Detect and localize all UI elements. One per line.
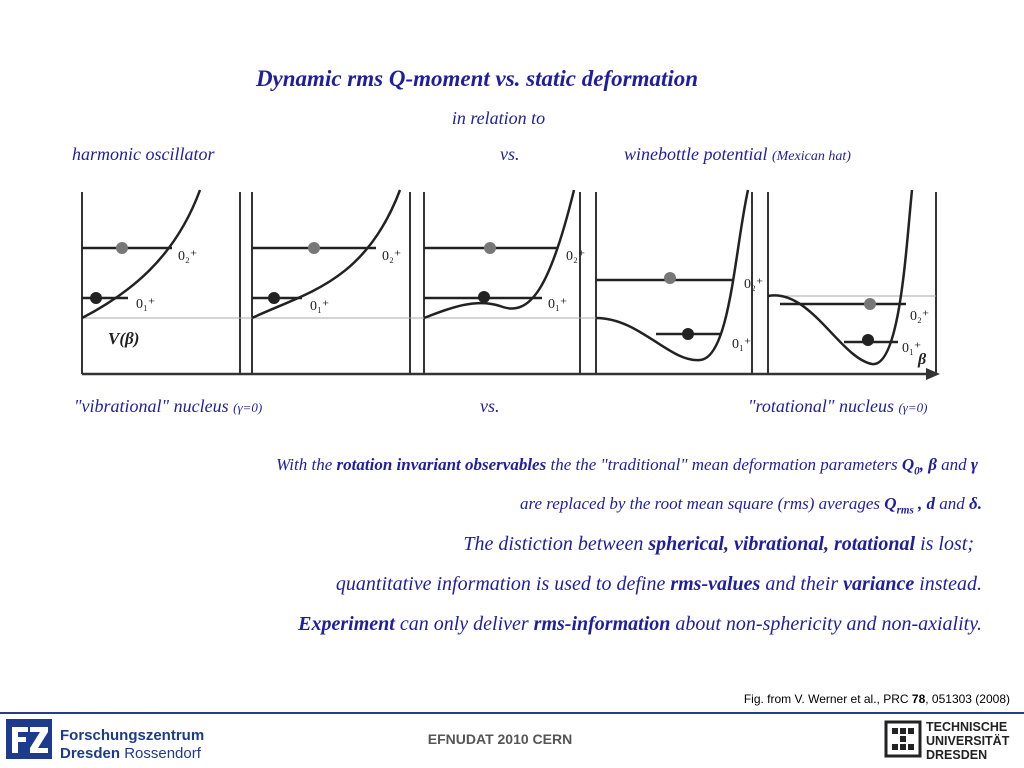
paragraph-4: quantitative information is used to defi…	[336, 573, 982, 596]
panel-1-label-upper: 0₂⁺	[178, 249, 197, 264]
panel-5-label-lower: 0₁⁺	[902, 341, 921, 356]
panel-4-label-lower: 0₁⁺	[732, 337, 751, 352]
p2-qrms: Qrms	[884, 494, 914, 517]
tu-dresden-wordmark: TECHNISCHE UNIVERSITÄT DRESDEN	[926, 720, 1009, 762]
p4-text-e: instead.	[914, 573, 982, 595]
header-winebottle-label: winebottle potential	[624, 144, 768, 164]
beta-axis-arrow	[926, 368, 940, 380]
rotational-nucleus-note: (γ=0)	[898, 400, 928, 415]
paragraph-1: With the rotation invariant observables …	[276, 455, 978, 477]
baseline-lines	[82, 295, 936, 319]
figure-reference: Fig. from V. Werner et al., PRC 78, 0513…	[744, 692, 1010, 706]
panel-5-label-upper: 0₂⁺	[910, 309, 929, 324]
p3-text-a: The distiction between	[463, 533, 649, 555]
panel-frames	[81, 192, 937, 374]
tu-line3: DRESDEN	[926, 748, 988, 762]
paragraph-5: Experiment can only deliver rms-informat…	[298, 613, 982, 636]
paragraph-3: The distiction between spherical, vibrat…	[463, 533, 974, 556]
p1-and: and	[936, 455, 971, 474]
p2-comma: ,	[913, 494, 927, 513]
rotational-nucleus-label: "rotational" nucleus (γ=0)	[748, 396, 928, 417]
p4-text-c: and their	[760, 573, 844, 595]
panel-2-upper-state	[308, 242, 320, 254]
fzd-name-line1: Forschungszentrum	[60, 727, 205, 744]
paragraph-2: are replaced by the root mean square (rm…	[520, 494, 982, 516]
p2-q-sub: rms	[896, 504, 914, 517]
panel-2-label-upper: 0₂⁺	[382, 249, 401, 264]
figref-volume: 78	[911, 692, 926, 706]
panel-4-label-upper: 0₂⁺	[744, 277, 763, 292]
p4-text-a: quantitative information is used to defi…	[335, 573, 671, 595]
panel-4-lower-state	[682, 328, 694, 340]
panel-1-lower-state	[90, 292, 102, 304]
p2-q-letter: Q	[884, 494, 897, 513]
vibrational-nucleus-label: "vibrational" nucleus (γ=0)	[74, 396, 262, 417]
p1-emphasis: rotation invariant observables	[336, 455, 547, 474]
p4-rms-values: rms-values	[670, 573, 761, 595]
p2-d: d	[926, 494, 936, 513]
fzd-rossendorf: Rossendorf	[120, 745, 201, 762]
p5-text-b: can only deliver	[394, 613, 534, 635]
panel-3-lower-state	[478, 291, 490, 303]
panel-3-label-lower: 0₁⁺	[548, 297, 567, 312]
footer-event: EFNUDAT 2010 CERN	[427, 731, 573, 747]
p3-emphasis: spherical, vibrational, rotational	[648, 533, 916, 555]
header-vs: vs.	[500, 144, 520, 164]
nucleus-vs: vs.	[480, 396, 500, 416]
header-winebottle-note: (Mexican hat)	[771, 149, 851, 164]
header-harmonic-oscillator: harmonic oscillator	[72, 144, 215, 164]
p2-text-a: are replaced by the root mean square (rm…	[519, 494, 885, 513]
potential-axis-label: V(β)	[108, 329, 139, 348]
fzd-dresden: Dresden	[60, 745, 121, 762]
panel-2-label-lower: 0₁⁺	[310, 299, 329, 314]
p5-experiment: Experiment	[298, 613, 395, 635]
panel-1-label-lower: 0₁⁺	[136, 297, 155, 312]
potential-figure: 0₂⁺ 0₁⁺ V(β) 0₂⁺ 0₁⁺ 0₂⁺ 0₁⁺ 0₂⁺ 0₁⁺ 0₂⁺…	[80, 188, 940, 380]
p1-q0-letter: Q	[901, 455, 915, 474]
tu-line2: UNIVERSITÄT	[926, 734, 1010, 748]
p1-text-a: With the	[276, 455, 337, 474]
p2-delta: δ.	[969, 494, 982, 513]
figref-suffix: , 051303 (2008)	[925, 692, 1010, 706]
beta-label: β	[917, 351, 927, 368]
panel-4-upper-state	[664, 272, 676, 284]
p3-text-c: is lost;	[915, 533, 974, 555]
vibrational-nucleus-note: (γ=0)	[233, 400, 263, 415]
slide-title: Dynamic rms Q-moment vs. static deformat…	[255, 66, 699, 91]
tu-dresden-logo-icon	[884, 720, 922, 758]
p1-q0: Q0	[901, 455, 920, 478]
p5-text-d: about non-sphericity and non-axiality.	[670, 613, 982, 635]
footer-divider	[0, 712, 1024, 714]
panel-5-lower-state	[862, 334, 874, 346]
fzd-logo-icon	[6, 719, 52, 759]
p1-q0-sub: 0	[914, 465, 920, 478]
slide-subtitle: in relation to	[451, 108, 546, 128]
p4-variance: variance	[843, 573, 915, 595]
p1-text-c: the the "traditional" mean deformation p…	[546, 455, 902, 474]
figref-prefix: Fig. from V. Werner et al., PRC	[743, 692, 912, 706]
p1-beta: β	[928, 455, 937, 474]
fzd-name-line2: Dresden Rossendorf	[60, 745, 201, 762]
p1-comma: ,	[919, 455, 929, 474]
panel-2-lower-state	[268, 292, 280, 304]
panel-5-upper-state	[864, 298, 876, 310]
panel-3-upper-state	[484, 242, 496, 254]
vibrational-nucleus-text: "vibrational" nucleus	[74, 396, 229, 416]
p2-and: and	[935, 494, 970, 513]
p5-rms-information: rms-information	[533, 613, 671, 635]
panel-1-upper-state	[116, 242, 128, 254]
panel-3-label-upper: 0₂⁺	[566, 249, 585, 264]
tu-line1: TECHNISCHE	[926, 720, 1008, 734]
rotational-nucleus-text: "rotational" nucleus	[748, 396, 894, 416]
header-winebottle: winebottle potential (Mexican hat)	[624, 144, 851, 165]
p1-gamma: γ	[970, 455, 978, 474]
